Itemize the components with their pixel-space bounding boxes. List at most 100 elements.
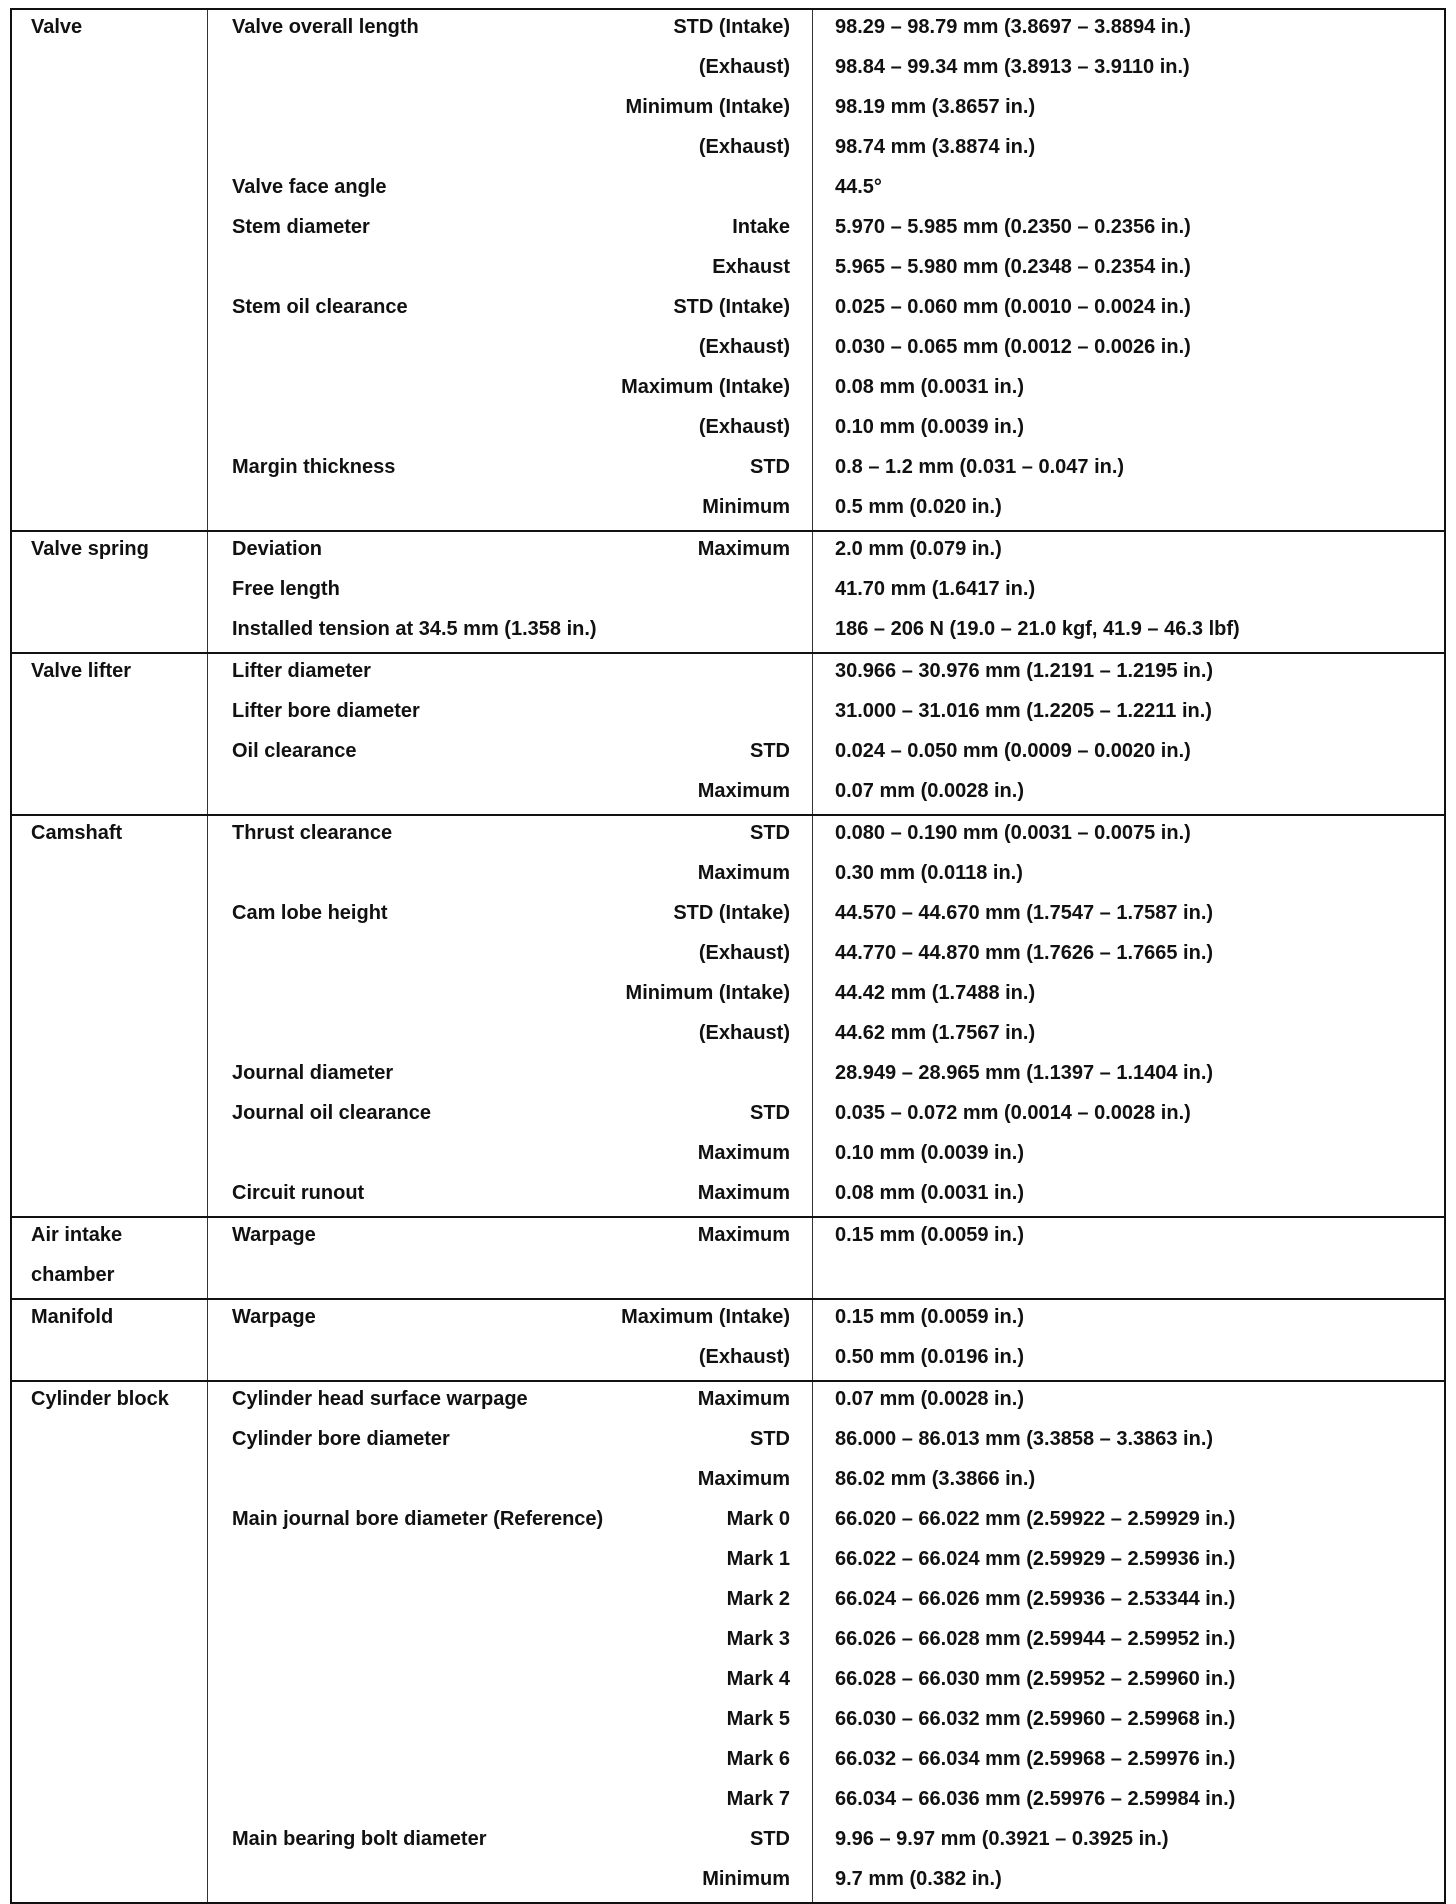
condition-label: Mark 1: [726, 1548, 790, 1570]
spec-value: 44.5°: [835, 176, 882, 198]
section-camshaft: Camshaft Thrust clearance STD Maximum Cam lo…: [12, 816, 1444, 1218]
component-name: Valve lifter: [31, 660, 132, 682]
condition-label: Intake: [732, 216, 790, 238]
condition-label: Maximum: [697, 1182, 790, 1204]
item-row: Circuit runout Maximum: [208, 1176, 812, 1216]
item-row: Installed tension at 34.5 mm (1.358 in.): [208, 612, 812, 652]
condition-label: Maximum: [697, 862, 790, 884]
component-name: Air intake chamber: [31, 1224, 123, 1286]
condition-label: STD: [750, 456, 790, 478]
item-row: Cylinder bore diameter STD: [208, 1422, 812, 1462]
spec-value: 2.0 mm (0.079 in.): [835, 538, 1002, 560]
item-row: Main bearing bolt diameter STD: [208, 1822, 812, 1862]
spec-value: 0.50 mm (0.0196 in.): [835, 1346, 1024, 1368]
spec-value: 0.080 – 0.190 mm (0.0031 – 0.0075 in.): [835, 822, 1191, 844]
component-cell: Cylinder block: [12, 1382, 208, 1902]
item-label: Stem diameter: [232, 216, 370, 238]
spec-table: Valve Valve overall length STD (Intake) (Ex…: [10, 8, 1446, 1904]
item-row: (Exhaust): [208, 1340, 812, 1380]
item-label: Oil clearance: [232, 740, 357, 762]
spec-value: 9.7 mm (0.382 in.): [835, 1868, 1002, 1890]
item-row: Mark 3: [208, 1622, 812, 1662]
item-cell: Lifter diameter Lifter bore diameter Oil c…: [208, 654, 813, 814]
condition-label: Mark 6: [726, 1748, 790, 1770]
condition-label: Maximum: [697, 538, 790, 560]
item-label: Journal diameter: [232, 1062, 394, 1084]
condition-label: STD: [750, 1102, 790, 1124]
spec-value: 0.07 mm (0.0028 in.): [835, 780, 1024, 802]
item-row: Stem diameter Intake: [208, 210, 812, 250]
item-label: Main bearing bolt diameter: [232, 1828, 487, 1850]
item-row: Warpage Maximum (Intake): [208, 1300, 812, 1340]
component-name: Manifold: [31, 1306, 114, 1328]
condition-label: STD (Intake): [673, 902, 790, 924]
item-label: Valve overall length: [232, 16, 419, 38]
condition-label: STD: [750, 1828, 790, 1850]
section-valve: Valve Valve overall length STD (Intake) (Ex…: [12, 10, 1444, 532]
spec-value: 5.970 – 5.985 mm (0.2350 – 0.2356 in.): [835, 216, 1191, 238]
item-row: Cam lobe height STD (Intake): [208, 896, 812, 936]
item-row: (Exhaust): [208, 50, 812, 90]
spec-value: 98.74 mm (3.8874 in.): [835, 136, 1036, 158]
component-cell: Manifold: [12, 1300, 208, 1380]
condition-label: STD: [750, 740, 790, 762]
item-row: Valve overall length STD (Intake): [208, 10, 812, 50]
spec-value: 66.034 – 66.036 mm (2.59976 – 2.59984 in…: [835, 1788, 1236, 1810]
component-name: Cylinder block: [31, 1388, 169, 1410]
section-valve-spring: Valve spring Deviation Maximum Free length I…: [12, 532, 1444, 654]
value-cell: 2.0 mm (0.079 in.) 41.70 mm (1.6417 in.) 1…: [813, 532, 1444, 652]
item-label: Warpage: [232, 1306, 316, 1328]
condition-label: Maximum: [697, 1224, 790, 1246]
component-name: Valve: [31, 16, 83, 38]
spec-value: 0.08 mm (0.0031 in.): [835, 1182, 1024, 1204]
item-label: Lifter diameter: [232, 660, 371, 682]
item-row: Valve face angle: [208, 170, 812, 210]
spec-value: 31.000 – 31.016 mm (1.2205 – 1.2211 in.): [835, 700, 1212, 722]
spec-value: 0.07 mm (0.0028 in.): [835, 1388, 1024, 1410]
condition-label: Mark 3: [726, 1628, 790, 1650]
condition-label: Mark 2: [726, 1588, 790, 1610]
condition-label: Mark 4: [726, 1668, 790, 1690]
component-cell: Camshaft: [12, 816, 208, 1216]
spec-value: 28.949 – 28.965 mm (1.1397 – 1.1404 in.): [835, 1062, 1214, 1084]
item-row: Maximum: [208, 774, 812, 814]
item-row: Main journal bore diameter (Reference) Ma…: [208, 1502, 812, 1542]
spec-value: 41.70 mm (1.6417 in.): [835, 578, 1036, 600]
condition-label: Mark 5: [726, 1708, 790, 1730]
item-label: Journal oil clearance: [232, 1102, 431, 1124]
value-cell: 30.966 – 30.976 mm (1.2191 – 1.2195 in.)…: [813, 654, 1444, 814]
spec-value: 66.032 – 66.034 mm (2.59968 – 2.59976 in…: [835, 1748, 1236, 1770]
component-name: Valve spring: [31, 538, 149, 560]
condition-label: (Exhaust): [698, 336, 790, 358]
item-cell: Valve overall length STD (Intake) (Exhaust…: [208, 10, 813, 530]
spec-value: [835, 1258, 1444, 1298]
item-label: Circuit runout: [232, 1182, 365, 1204]
item-row: Mark 1: [208, 1542, 812, 1582]
spec-value: 0.30 mm (0.0118 in.): [835, 862, 1023, 884]
spec-value: 0.15 mm (0.0059 in.): [835, 1224, 1024, 1246]
spec-value: 66.020 – 66.022 mm (2.59922 – 2.59929 in…: [835, 1508, 1236, 1530]
section-cylinder-block: Cylinder block Cylinder head surface warp…: [12, 1382, 1444, 1902]
spec-value: 98.19 mm (3.8657 in.): [835, 96, 1036, 118]
item-row: (Exhaust): [208, 330, 812, 370]
item-row: (Exhaust): [208, 410, 812, 450]
condition-label: Maximum: [697, 1388, 790, 1410]
component-cell: Valve lifter: [12, 654, 208, 814]
spec-value: 44.770 – 44.870 mm (1.7626 – 1.7665 in.): [835, 942, 1214, 964]
spec-value: 30.966 – 30.976 mm (1.2191 – 1.2195 in.): [835, 660, 1214, 682]
item-row: Mark 6: [208, 1742, 812, 1782]
item-row: (Exhaust): [208, 936, 812, 976]
section-manifold: Manifold Warpage Maximum (Intake) (Exhaust)…: [12, 1300, 1444, 1382]
condition-label: Exhaust: [712, 256, 790, 278]
spec-value: 9.96 – 9.97 mm (0.3921 – 0.3925 in.): [835, 1828, 1169, 1850]
item-label: Deviation: [232, 538, 323, 560]
item-row: Maximum (Intake): [208, 370, 812, 410]
item-label: Stem oil clearance: [232, 296, 408, 318]
item-cell: Deviation Maximum Free length Installed ten…: [208, 532, 813, 652]
item-cell: Cylinder head surface warpage Maximum Cyli…: [208, 1382, 813, 1902]
item-row: Mark 4: [208, 1662, 812, 1702]
component-cell: Valve spring: [12, 532, 208, 652]
condition-label: STD: [750, 822, 790, 844]
spec-value: 98.29 – 98.79 mm (3.8697 – 3.8894 in.): [835, 16, 1191, 38]
item-row: Maximum: [208, 856, 812, 896]
